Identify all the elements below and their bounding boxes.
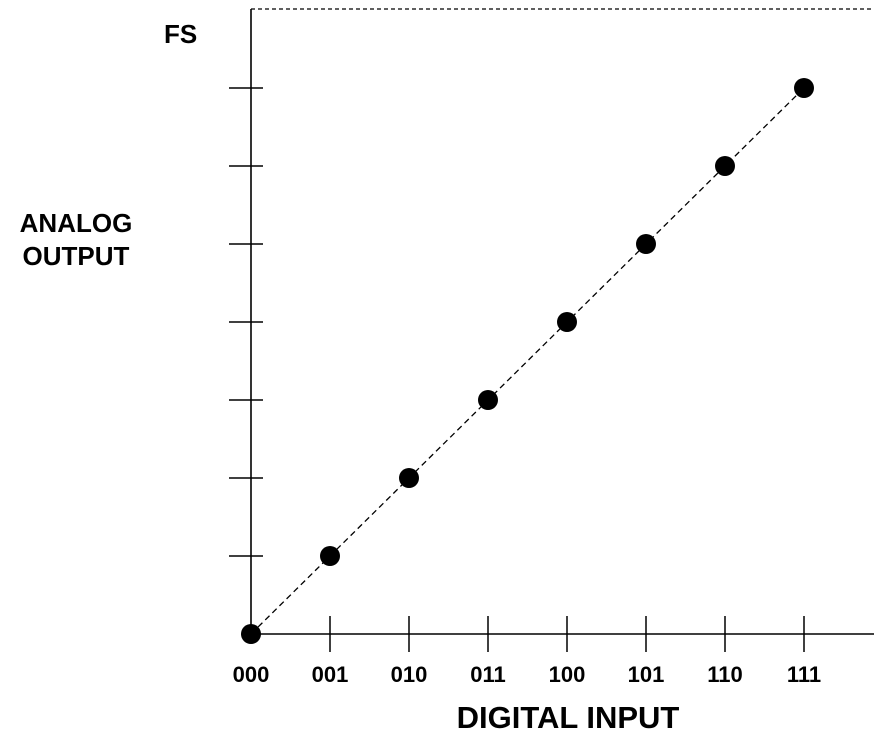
- labels: FS ANALOG OUTPUT DIGITAL INPUT: [20, 19, 680, 735]
- x-axis-label: DIGITAL INPUT: [457, 700, 680, 735]
- data-point-010: [399, 468, 419, 488]
- x-tick-label-001: 001: [312, 662, 349, 687]
- data-point-001: [320, 546, 340, 566]
- x-tick-label-000: 000: [233, 662, 270, 687]
- data-point-111: [794, 78, 814, 98]
- data-point-011: [478, 390, 498, 410]
- x-tick-label-100: 100: [549, 662, 586, 687]
- y-axis-label-line-1: ANALOG: [20, 208, 133, 238]
- data-point-101: [636, 234, 656, 254]
- data-point-000: [241, 624, 261, 644]
- data-point-110: [715, 156, 735, 176]
- x-tick-label-101: 101: [628, 662, 665, 687]
- x-tick-label-110: 110: [707, 662, 743, 687]
- data-point-100: [557, 312, 577, 332]
- tick-marks: [229, 87, 805, 652]
- x-tick-labels: 000 001 010 011 100 101 110 111: [233, 662, 822, 687]
- x-tick-label-111: 111: [787, 662, 821, 687]
- x-tick-label-010: 010: [391, 662, 428, 687]
- data-points: [241, 78, 814, 644]
- x-tick-label-011: 011: [470, 662, 506, 687]
- full-scale-label: FS: [164, 19, 197, 49]
- y-axis-label-line-2: OUTPUT: [23, 241, 130, 271]
